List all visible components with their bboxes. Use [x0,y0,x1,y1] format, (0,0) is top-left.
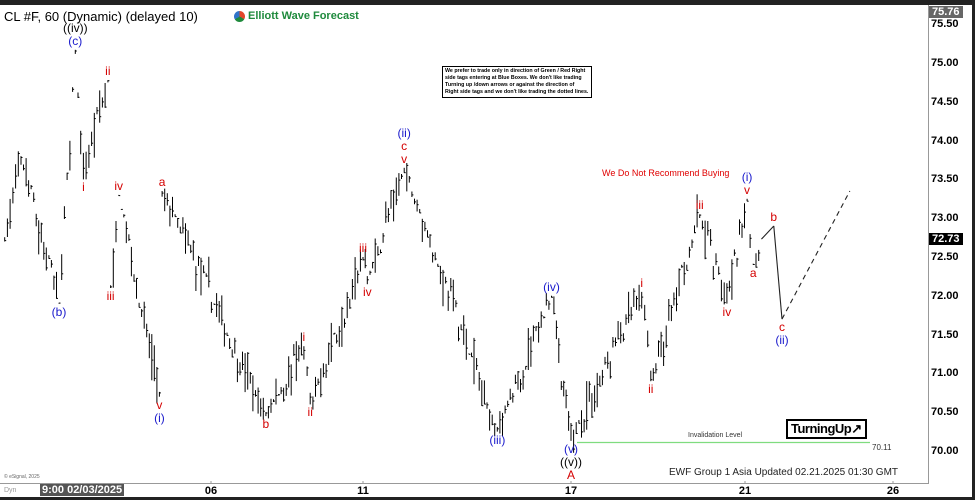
wave-label: i [303,331,306,344]
logo: Elliott Wave Forecast [234,10,359,22]
wave-label-text: (iv) [543,279,560,294]
wave-label-text: a [158,175,166,190]
y-tick-label: 72.50 [931,251,959,263]
logo-icon [234,10,245,22]
logo-text: Elliott Wave Forecast [248,10,359,22]
wave-label: ii [308,406,313,419]
window-bottom-border [0,497,975,500]
wave-label: (iv) [543,279,560,294]
wave-label-text: (v) [563,441,578,456]
x-tick-label: 21 [738,485,752,497]
wave-label-text: (ii) [397,125,411,140]
y-tick-label: 70.50 [931,406,959,419]
wave-label: iii [359,242,367,255]
trading-note: We prefer to trade only in direction of … [442,66,592,98]
invalidation-label: Invalidation Level [688,432,743,439]
wave-label-text: b [770,209,778,224]
wave-label: b [263,418,270,431]
wave-label-text: i [302,330,306,345]
wave-label-text: i [640,275,644,290]
copyright: © eSignal, 2025 [4,474,40,480]
wave-label-text: ((iv)) [62,20,88,35]
x-axis-start-time: 9:00 02/03/2025 [40,484,125,496]
wave-label-text: v [156,397,163,412]
wave-label-text: ii [307,405,313,420]
x-tick-label: 26 [886,485,900,497]
last-price-box: 72.73 [929,233,963,246]
wave-label-text: A [566,467,576,482]
y-tick-label: 73.00 [931,212,959,225]
wave-label: ii [648,383,653,396]
wave-label: v (i) [154,397,165,425]
wave-label: iv [114,178,124,193]
y-tick-label: 75.00 [931,57,959,69]
turning-up-badge: TurningUp↗ [786,419,867,439]
projection-path [781,190,851,320]
y-tick-label: 71.00 [931,367,959,380]
wave-label-text: b [262,417,270,432]
warning-text: We Do Not Recommend Buying [602,168,730,178]
wave-label: (ii) c v [397,125,411,166]
updated-text: EWF Group 1 Asia Updated 02.21.2025 01:3… [669,467,899,478]
wave-label-text: iv [362,285,372,300]
wave-label-text: c [778,320,785,335]
wave-label-text: a [749,265,757,280]
wave-label: iii [107,290,115,303]
wave-label-text: ii [105,64,111,79]
wave-label-text: ((v)) [560,454,582,469]
wave-label-text: iii [359,241,367,255]
x-tick-label: 06 [204,485,218,497]
wave-label: c (ii) [775,321,788,347]
y-tick-label: 71.50 [931,328,959,341]
wave-label-text: (i) [741,169,753,184]
wave-label-text: (b) [51,304,67,319]
wave-label: iii [696,199,704,212]
window-top-border [0,0,975,5]
wave-label: a [749,265,757,280]
wave-label-text: (ii) [775,333,789,348]
invalidation-value: 70.11 [872,443,892,452]
projection-path [773,225,783,320]
wave-label-text: iii [695,198,704,213]
high-price-box: 75.76 [929,6,963,18]
wave-label-text: i [82,180,85,195]
y-tick-label: 74.00 [931,134,959,147]
wave-label-text: ii [648,382,654,397]
wave-label-text: iv [114,178,124,193]
wave-label: ii [105,65,110,78]
wave-label: i [640,275,644,290]
window-right-border [972,0,975,500]
wave-label: a [159,176,166,189]
wave-label: b [770,209,778,224]
wave-label-text: c [401,138,408,153]
wave-label: iv [722,304,732,319]
chart-plot-area[interactable] [0,5,929,484]
wave-label-text: v [401,151,408,166]
wave-label: ((iv)) (c) [62,20,88,48]
chart-title: CL #F, 60 (Dynamic) (delayed 10) [4,9,198,24]
wave-label: i [82,181,85,194]
wave-label: (v) ((v)) A [560,441,582,482]
wave-label: iv [363,286,372,299]
wave-label-text: v [744,182,751,197]
projection-path [761,225,775,240]
wave-label-text: iii [106,289,115,304]
wave-label: (b) [51,304,67,319]
wave-label-text: iv [722,304,732,319]
x-tick-label: 17 [564,485,578,497]
y-tick-label: 70.00 [931,445,959,457]
x-tick-label: 11 [357,485,369,497]
wave-label-text: (i) [154,410,165,425]
wave-label: (iii) [489,432,506,447]
wave-label-text: (c) [68,33,83,48]
y-tick-label: 74.50 [931,95,959,108]
y-tick-label: 73.50 [931,173,959,186]
wave-label: (i) v [741,169,753,197]
y-tick-label: 72.00 [931,289,959,302]
wave-label-text: (iii) [489,432,506,447]
dyn-label[interactable]: Dyn [4,487,17,494]
y-tick-label: 75.50 [931,18,959,31]
